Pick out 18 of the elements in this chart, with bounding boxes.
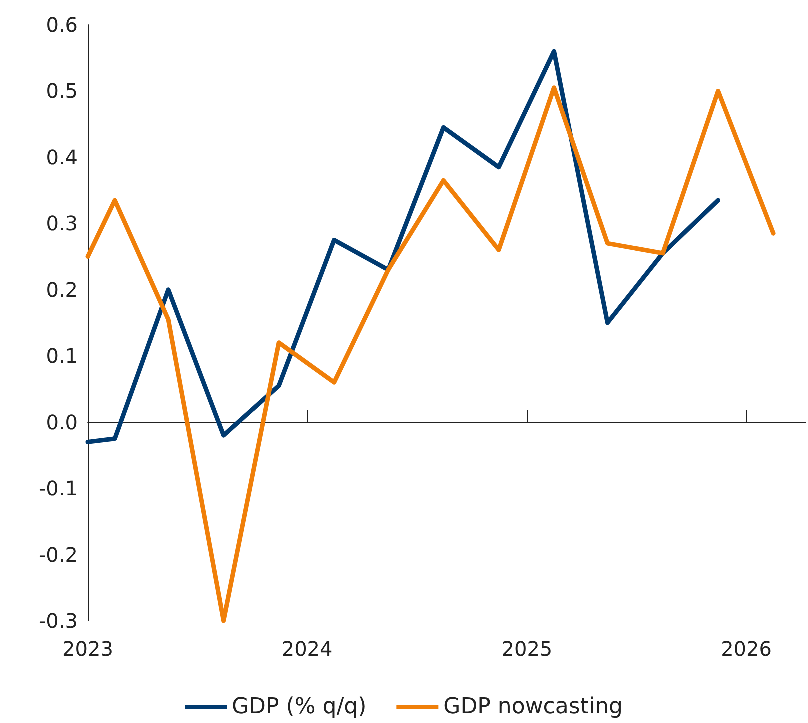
y-tick-label: 0.0 <box>46 410 78 434</box>
y-tick-label: 0.5 <box>46 79 78 104</box>
y-tick-label: 0.2 <box>46 278 78 302</box>
y-tick-label: 0.1 <box>46 344 78 368</box>
x-tick-label: 2023 <box>62 637 114 661</box>
line-series <box>86 86 776 624</box>
y-tick-label: 0.6 <box>46 13 78 37</box>
y-tick-label: -0.3 <box>38 609 78 633</box>
legend-label: GDP (% q/q) <box>232 694 367 720</box>
x-tick-label: 2024 <box>282 637 333 661</box>
line-series <box>86 49 721 444</box>
y-tick-label: 0.3 <box>46 212 78 236</box>
y-tick-label: -0.2 <box>38 542 78 567</box>
legend-label: GDP nowcasting <box>444 694 624 720</box>
y-tick-label: 0.4 <box>46 145 78 170</box>
y-tick-label: -0.1 <box>38 476 78 501</box>
x-tick-label: 2026 <box>721 637 772 661</box>
x-tick-label: 2025 <box>502 637 553 661</box>
